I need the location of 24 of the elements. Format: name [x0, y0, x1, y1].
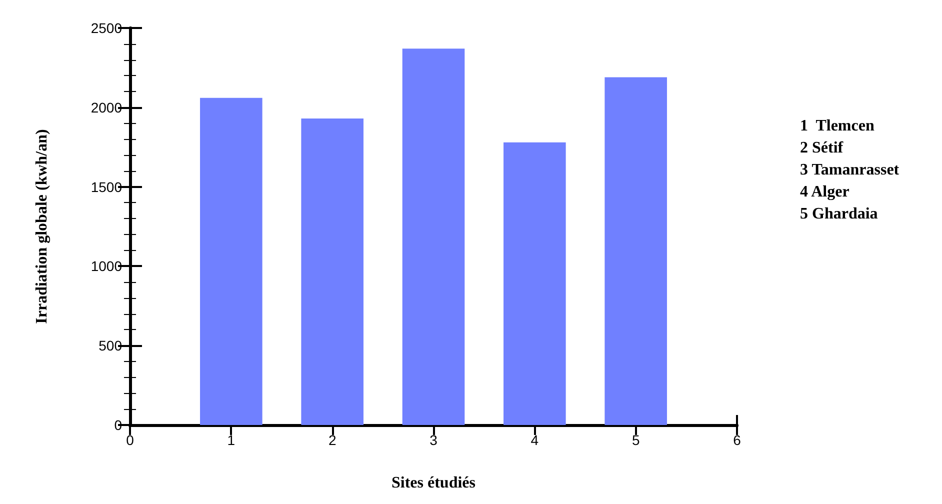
y-axis-title: Irradiation globale (kwh/an) [34, 129, 50, 324]
bar [604, 77, 667, 425]
text: 4 Alger [800, 184, 850, 200]
x-tick-label: 5 [632, 432, 640, 448]
bar [402, 48, 465, 425]
y-tick-label: 1000 [90, 258, 122, 274]
bar [504, 142, 566, 425]
x-tick-label: 4 [530, 432, 539, 448]
text: 3 Tamanrasset [800, 162, 900, 178]
text: 1 Tlemcen [800, 118, 874, 134]
x-tick-label: 1 [227, 432, 236, 448]
bar [200, 98, 262, 425]
y-tick-label: 1500 [90, 178, 122, 195]
text: 5 Ghardaia [800, 206, 878, 222]
x-tick-label: 6 [733, 432, 742, 448]
x-tick-label: 3 [430, 432, 438, 448]
text: 2 Sétif [800, 140, 844, 156]
x-tick-label: 2 [328, 432, 336, 448]
x-axis-title: Sites étudiés [392, 474, 476, 492]
bar [301, 118, 364, 425]
y-tick-label: 2500 [90, 20, 122, 36]
y-tick-label: 2000 [90, 99, 122, 116]
y-tick-label: 500 [98, 338, 122, 354]
x-tick-label: 0 [126, 432, 134, 448]
